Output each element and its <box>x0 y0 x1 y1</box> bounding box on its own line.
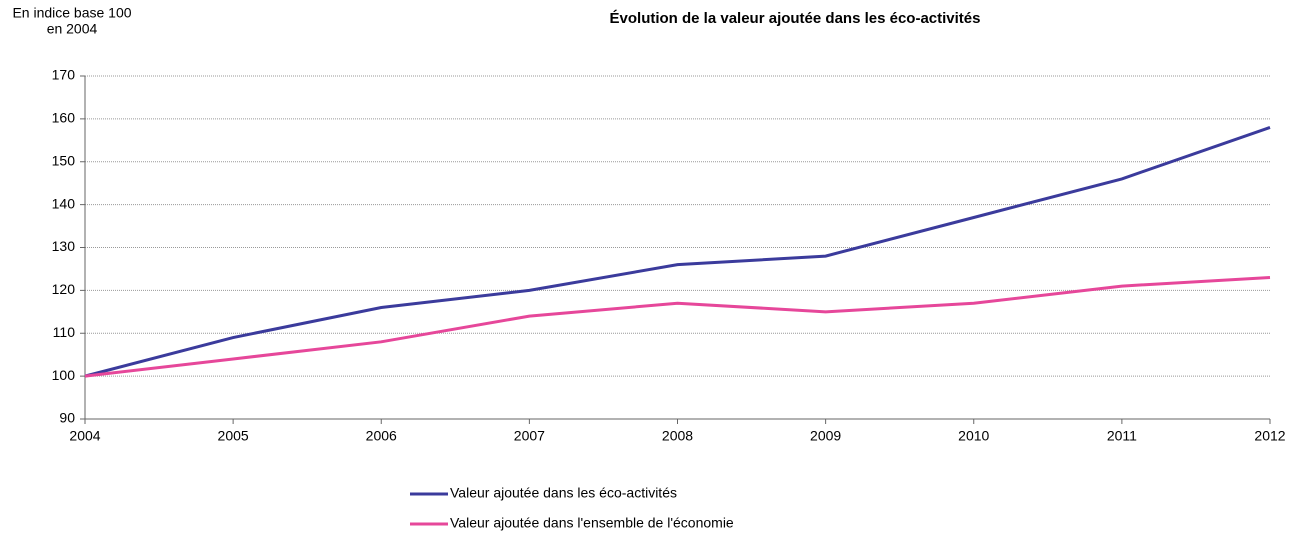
y-tick-label: 150 <box>52 152 76 168</box>
x-tick-label: 2005 <box>218 428 249 444</box>
chart-title: Évolution de la valeur ajoutée dans les … <box>610 10 981 27</box>
series-line <box>84 276 1271 378</box>
series-line <box>84 126 1271 378</box>
x-tick-label: 2010 <box>958 428 989 444</box>
x-tick-label: 2012 <box>1254 428 1285 444</box>
y-tick-label: 160 <box>52 110 76 126</box>
y-axis-label: en 2004 <box>47 21 98 37</box>
y-tick-label: 90 <box>59 410 75 426</box>
x-tick-label: 2006 <box>366 428 397 444</box>
x-tick-label: 2007 <box>514 428 545 444</box>
y-tick-label: 120 <box>52 281 76 297</box>
y-tick-label: 170 <box>52 67 76 83</box>
y-tick-label: 130 <box>52 238 76 254</box>
legend-label: Valeur ajoutée dans l'ensemble de l'écon… <box>450 515 734 531</box>
x-tick-label: 2004 <box>69 428 100 444</box>
y-tick-label: 100 <box>52 367 76 383</box>
y-axis-label: En indice base 100 <box>12 5 131 21</box>
x-tick-label: 2011 <box>1107 428 1137 444</box>
y-tick-label: 110 <box>53 324 76 340</box>
x-tick-label: 2008 <box>662 428 693 444</box>
x-tick-label: 2009 <box>810 428 841 444</box>
y-tick-label: 140 <box>52 195 76 211</box>
legend-label: Valeur ajoutée dans les éco-activités <box>450 485 677 501</box>
